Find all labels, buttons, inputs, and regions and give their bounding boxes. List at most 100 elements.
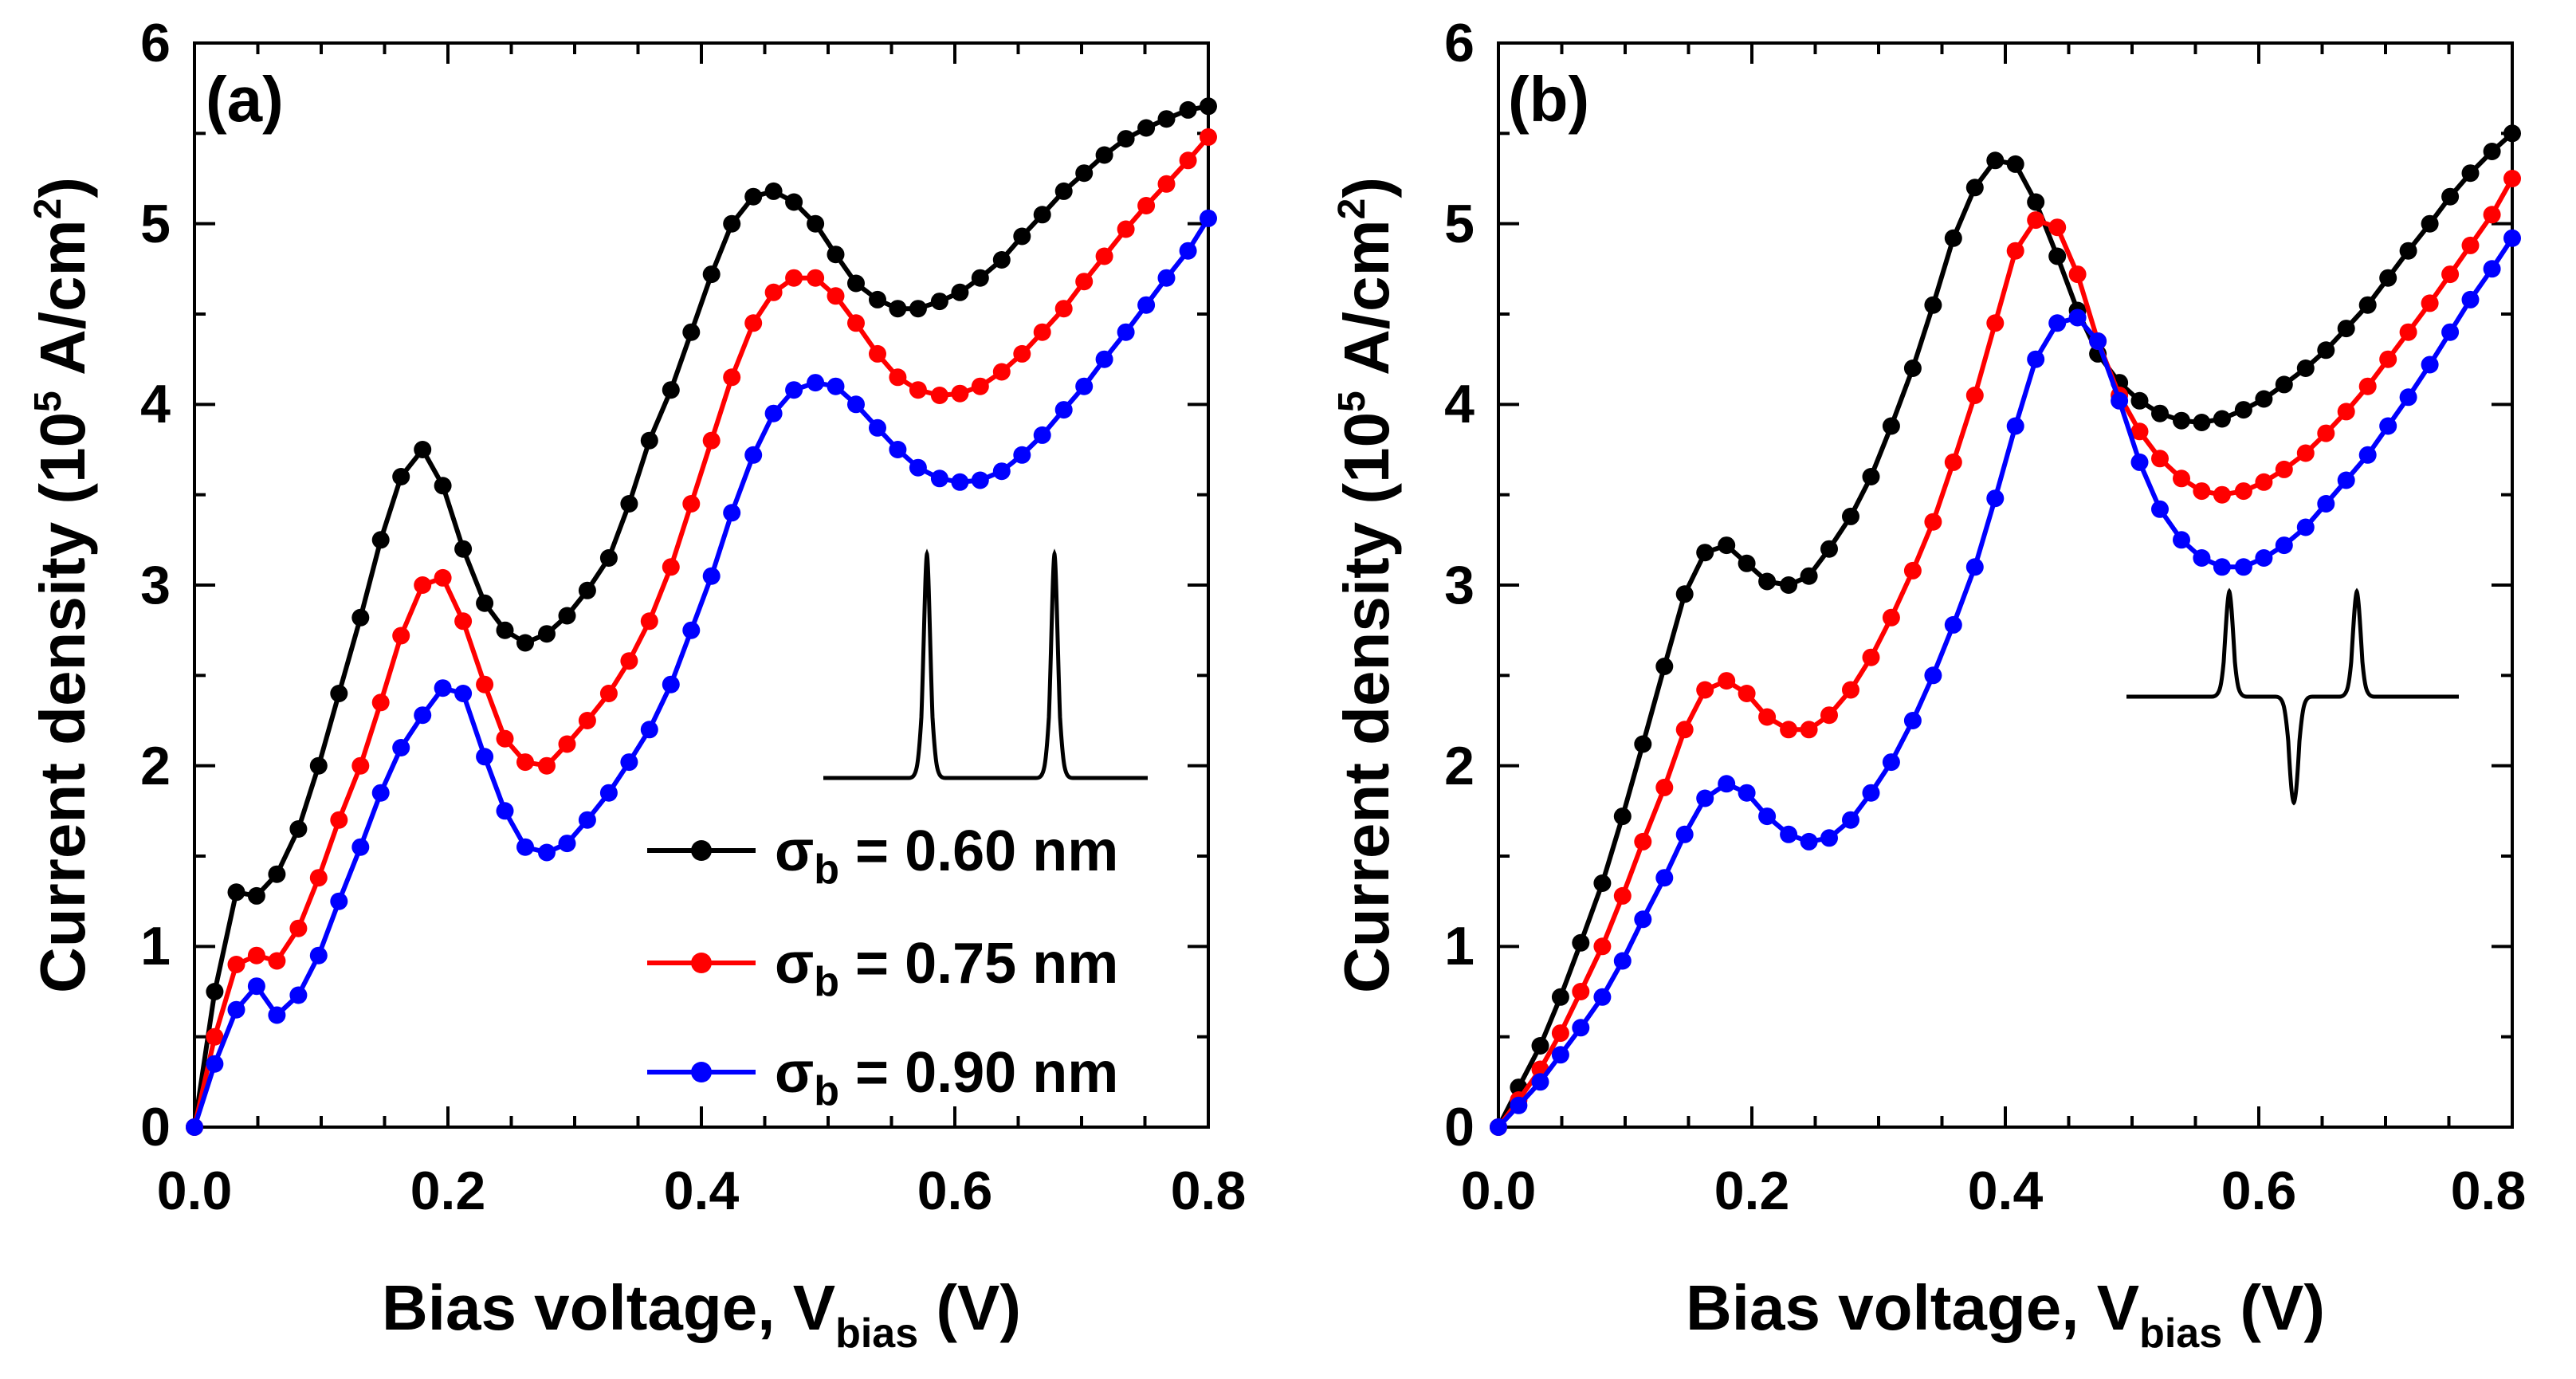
inset-profile [823, 548, 1148, 780]
data-point [1200, 209, 1217, 227]
chart-panel-a: (a) 0 1 2 3 4 5 6 0.0 0.2 0.4 0.6 0.8 Bi… [27, 13, 1246, 1357]
data-point [578, 581, 596, 599]
data-point [1800, 721, 1818, 739]
data-point [951, 473, 969, 491]
data-point [1675, 585, 1694, 603]
data-point [434, 679, 452, 697]
data-point [1095, 247, 1113, 265]
data-point [1593, 937, 1612, 956]
data-point [2275, 460, 2293, 478]
data-point [1013, 227, 1031, 246]
data-point [1137, 119, 1156, 137]
data-point [206, 983, 224, 1000]
data-point [1675, 825, 1694, 843]
data-point [992, 363, 1011, 381]
data-point [1738, 685, 1756, 702]
data-point [1490, 1118, 1507, 1136]
y-tick-labels: 0 1 2 3 4 5 6 [1444, 13, 1475, 1157]
legend: σb = 0.60 nm σb = 0.75 nm σb = 0.90 nm [647, 819, 1118, 1114]
legend-item: σb = 0.75 nm [647, 932, 1118, 1005]
data-point [1200, 128, 1217, 146]
data-point [2151, 404, 2169, 422]
data-point [971, 377, 989, 395]
legend-item: σb = 0.90 nm [647, 1041, 1118, 1114]
series-2 [1490, 229, 2521, 1136]
data-point [2399, 388, 2417, 407]
data-point [951, 384, 969, 403]
data-point [558, 835, 576, 853]
series-1 [1490, 170, 2521, 1136]
data-point [2213, 558, 2231, 576]
data-point [2503, 170, 2521, 187]
data-point [723, 214, 741, 233]
data-point [2193, 482, 2211, 501]
y-tick-label: 2 [1444, 736, 1475, 796]
data-point [847, 395, 865, 414]
data-point [889, 368, 907, 387]
data-point [2379, 269, 2397, 287]
panel-label: (a) [206, 64, 284, 135]
data-point [827, 246, 845, 264]
data-point [2027, 193, 2045, 211]
y-tick-label: 6 [1444, 13, 1475, 73]
data-point [2151, 500, 2169, 518]
series-layer [1490, 124, 2521, 1136]
data-point [371, 531, 390, 549]
data-point [1572, 1019, 1590, 1037]
data-point [538, 843, 556, 862]
data-point [2173, 411, 2190, 430]
data-point [268, 865, 286, 883]
data-point [2006, 417, 2024, 435]
data-point [476, 748, 494, 766]
data-point [1882, 417, 1900, 435]
data-point [807, 214, 825, 233]
data-point [1986, 314, 2005, 332]
data-point [1965, 179, 1984, 197]
x-tick-label: 0.6 [2221, 1161, 2297, 1221]
data-point [1924, 513, 1942, 531]
legend-label: σb = 0.90 nm [775, 1041, 1118, 1114]
data-point [2503, 229, 2521, 247]
data-point [268, 952, 286, 970]
data-point [476, 594, 494, 612]
data-point [909, 381, 927, 399]
data-point [2483, 143, 2501, 160]
data-point [1882, 753, 1900, 772]
data-point [2483, 260, 2501, 278]
data-point [392, 739, 410, 756]
data-point [1820, 706, 1838, 725]
data-point [869, 344, 886, 363]
data-point [186, 1118, 203, 1136]
data-point [1675, 721, 1694, 739]
data-point [1054, 401, 1073, 419]
data-point [227, 883, 245, 902]
data-point [847, 274, 865, 293]
data-point [2379, 417, 2397, 435]
data-point [1572, 983, 1590, 1000]
x-tick-label: 0.2 [410, 1161, 486, 1221]
tick-marks [1497, 41, 2514, 1129]
data-point [1613, 952, 1632, 970]
x-tick-labels: 0.0 0.2 0.4 0.6 0.8 [1461, 1161, 2527, 1221]
data-point [662, 381, 680, 399]
data-point [2048, 247, 2067, 265]
data-point [1157, 269, 1176, 287]
data-point [1634, 832, 1652, 851]
data-point [558, 607, 576, 625]
data-point [1718, 536, 1736, 555]
data-point [1903, 712, 1922, 729]
data-point [1903, 561, 1922, 579]
data-point [1820, 829, 1838, 847]
data-point [289, 986, 308, 1004]
data-point [1075, 164, 1094, 183]
data-point [330, 892, 348, 910]
data-point [496, 621, 514, 639]
data-point [869, 290, 886, 308]
y-tick-label: 4 [140, 374, 171, 434]
data-point [1924, 666, 1942, 685]
data-point [351, 756, 370, 775]
data-point [2275, 536, 2293, 555]
data-point [1965, 387, 1984, 404]
series-line [1496, 237, 2515, 1130]
data-point [1862, 648, 1880, 666]
